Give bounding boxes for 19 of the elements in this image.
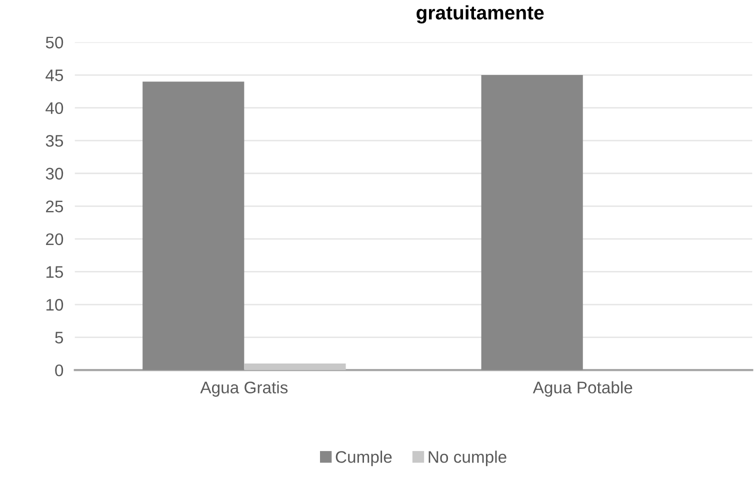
legend-label: Cumple <box>336 450 392 466</box>
y-tick-label: 50 <box>46 36 64 48</box>
legend-label: No cumple <box>428 450 506 466</box>
chart-title: gratuitamente <box>416 5 544 24</box>
y-tick-label: 15 <box>46 266 64 278</box>
y-tick-label: 10 <box>46 298 64 311</box>
bar <box>481 75 583 370</box>
y-tick-label: 20 <box>46 233 64 246</box>
x-tick-label: Agua Potable <box>532 381 632 397</box>
y-tick-label: 0 <box>55 364 64 376</box>
bar <box>142 82 244 370</box>
y-tick-label: 35 <box>46 134 64 147</box>
y-tick-label: 45 <box>46 70 64 82</box>
y-tick-label: 25 <box>46 200 64 212</box>
x-tick-label: Agua Gratis <box>200 381 288 397</box>
y-tick-label: 30 <box>46 168 64 180</box>
y-tick-label: 40 <box>46 102 64 114</box>
y-tick-label: 5 <box>55 332 64 344</box>
bar <box>244 364 346 370</box>
